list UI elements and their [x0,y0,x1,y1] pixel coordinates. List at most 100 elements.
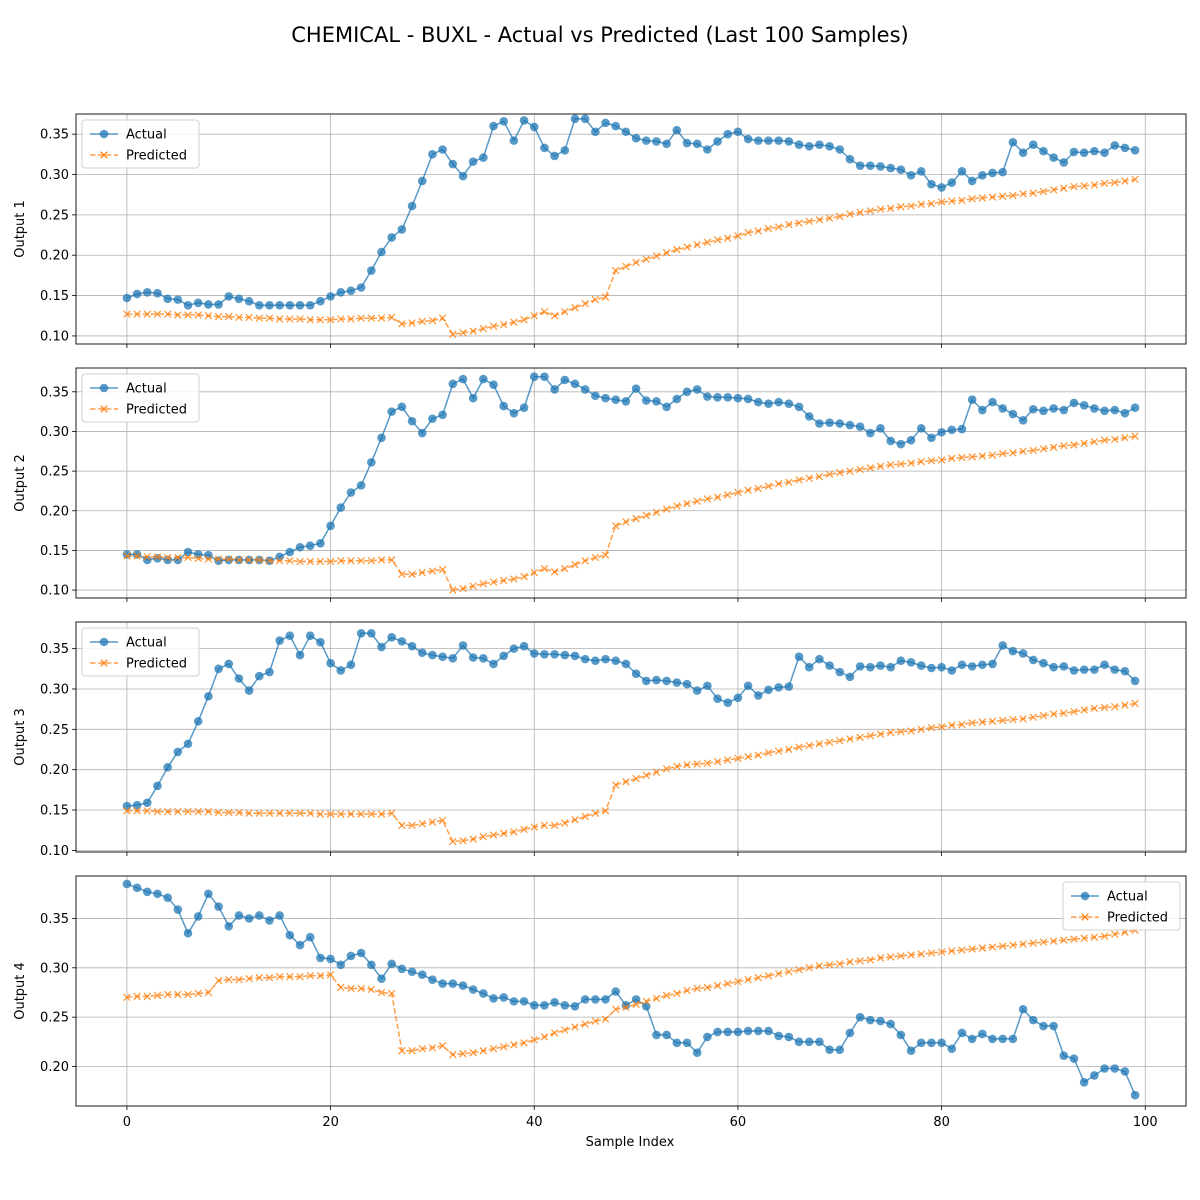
predicted-point [683,986,691,995]
actual-point [672,394,682,404]
actual-point [407,967,417,977]
actual-point [316,296,325,306]
predicted-point [184,553,192,562]
actual-point [346,660,356,670]
actual-point [550,151,559,161]
actual-point [377,247,386,257]
chart-title: CHEMICAL - BUXL - Actual vs Predicted (L… [291,23,909,47]
predicted-point [662,991,671,1000]
actual-point [794,402,804,412]
actual-point [601,118,610,128]
predicted-point [988,943,997,951]
predicted-point [499,320,508,329]
predicted-point [785,967,793,976]
predicted-point [174,311,182,319]
y-tick-label: 0.35 [40,385,69,400]
predicted-point [214,976,223,985]
y-tick-label: 0.25 [40,465,69,480]
actual-point [927,663,936,673]
actual-point [631,995,641,1004]
actual-point [570,1002,580,1011]
predicted-point [469,582,477,590]
actual-point [417,648,427,657]
predicted-point [265,973,274,982]
predicted-point [1029,446,1038,455]
x-tick-label: 20 [322,1115,339,1130]
actual-point [529,122,539,132]
predicted-point [561,307,569,316]
series-line-actual [126,375,1136,562]
predicted-point [194,311,202,319]
actual-point [458,981,468,990]
predicted-point [153,310,162,318]
actual-point [927,433,936,443]
predicted-point [846,735,854,743]
predicted-point [703,238,712,247]
legend: Actual Predicted [81,373,200,423]
legend-marker-predicted [100,405,108,413]
actual-point [682,138,692,148]
actual-point [774,136,783,145]
predicted-point [764,748,773,757]
actual-point [468,393,478,403]
actual-point [957,166,967,176]
predicted-point [418,819,426,828]
predicted-point [540,564,549,573]
predicted-point [428,818,437,826]
predicted-point [897,727,905,736]
actual-point [448,159,458,169]
actual-point [580,654,590,664]
actual-point [845,420,855,430]
actual-point [224,659,234,669]
actual-point [1028,1015,1038,1025]
predicted-point [581,1020,589,1028]
axes-frame [75,621,1187,853]
actual-point [967,176,977,186]
predicted-point [1100,436,1109,444]
actual-point [906,658,916,667]
predicted-point [632,1000,640,1009]
predicted-point [611,781,620,789]
predicted-point [255,556,264,564]
legend-label-actual: Actual [126,128,167,143]
actual-point [377,974,386,983]
predicted-point [1049,937,1058,945]
predicted-point [510,828,518,836]
predicted-point [785,478,793,486]
predicted-point [978,452,987,460]
actual-point [428,414,437,424]
actual-point [713,137,722,146]
predicted-point [489,1044,498,1053]
actual-point [1130,676,1140,686]
series-line-predicted [126,178,1136,336]
predicted-point [795,966,803,974]
predicted-point [785,220,793,229]
actual-point [214,300,223,309]
predicted-point [744,228,752,237]
legend-marker-predicted [100,151,108,159]
actual-point [509,136,519,145]
predicted-point [795,476,803,484]
predicted-point [520,572,528,581]
predicted-point [866,207,875,215]
predicted-point [133,992,141,1001]
predicted-point [296,557,304,566]
actual-point [255,911,264,920]
predicted-point [367,556,376,565]
actual-point [601,393,610,403]
predicted-point [591,295,600,304]
predicted-point [418,568,426,577]
predicted-point [856,208,864,217]
predicted-point [235,808,243,817]
actual-point [336,288,346,297]
actual-point [1079,148,1089,158]
predicted-point [296,315,304,323]
actual-point [122,801,132,811]
actual-point [764,136,773,145]
predicted-point [703,759,712,767]
actual-point [529,1001,539,1010]
predicted-point [245,313,253,322]
predicted-point [489,831,498,839]
predicted-point [377,810,386,818]
y-tick-label: 0.15 [40,289,69,304]
